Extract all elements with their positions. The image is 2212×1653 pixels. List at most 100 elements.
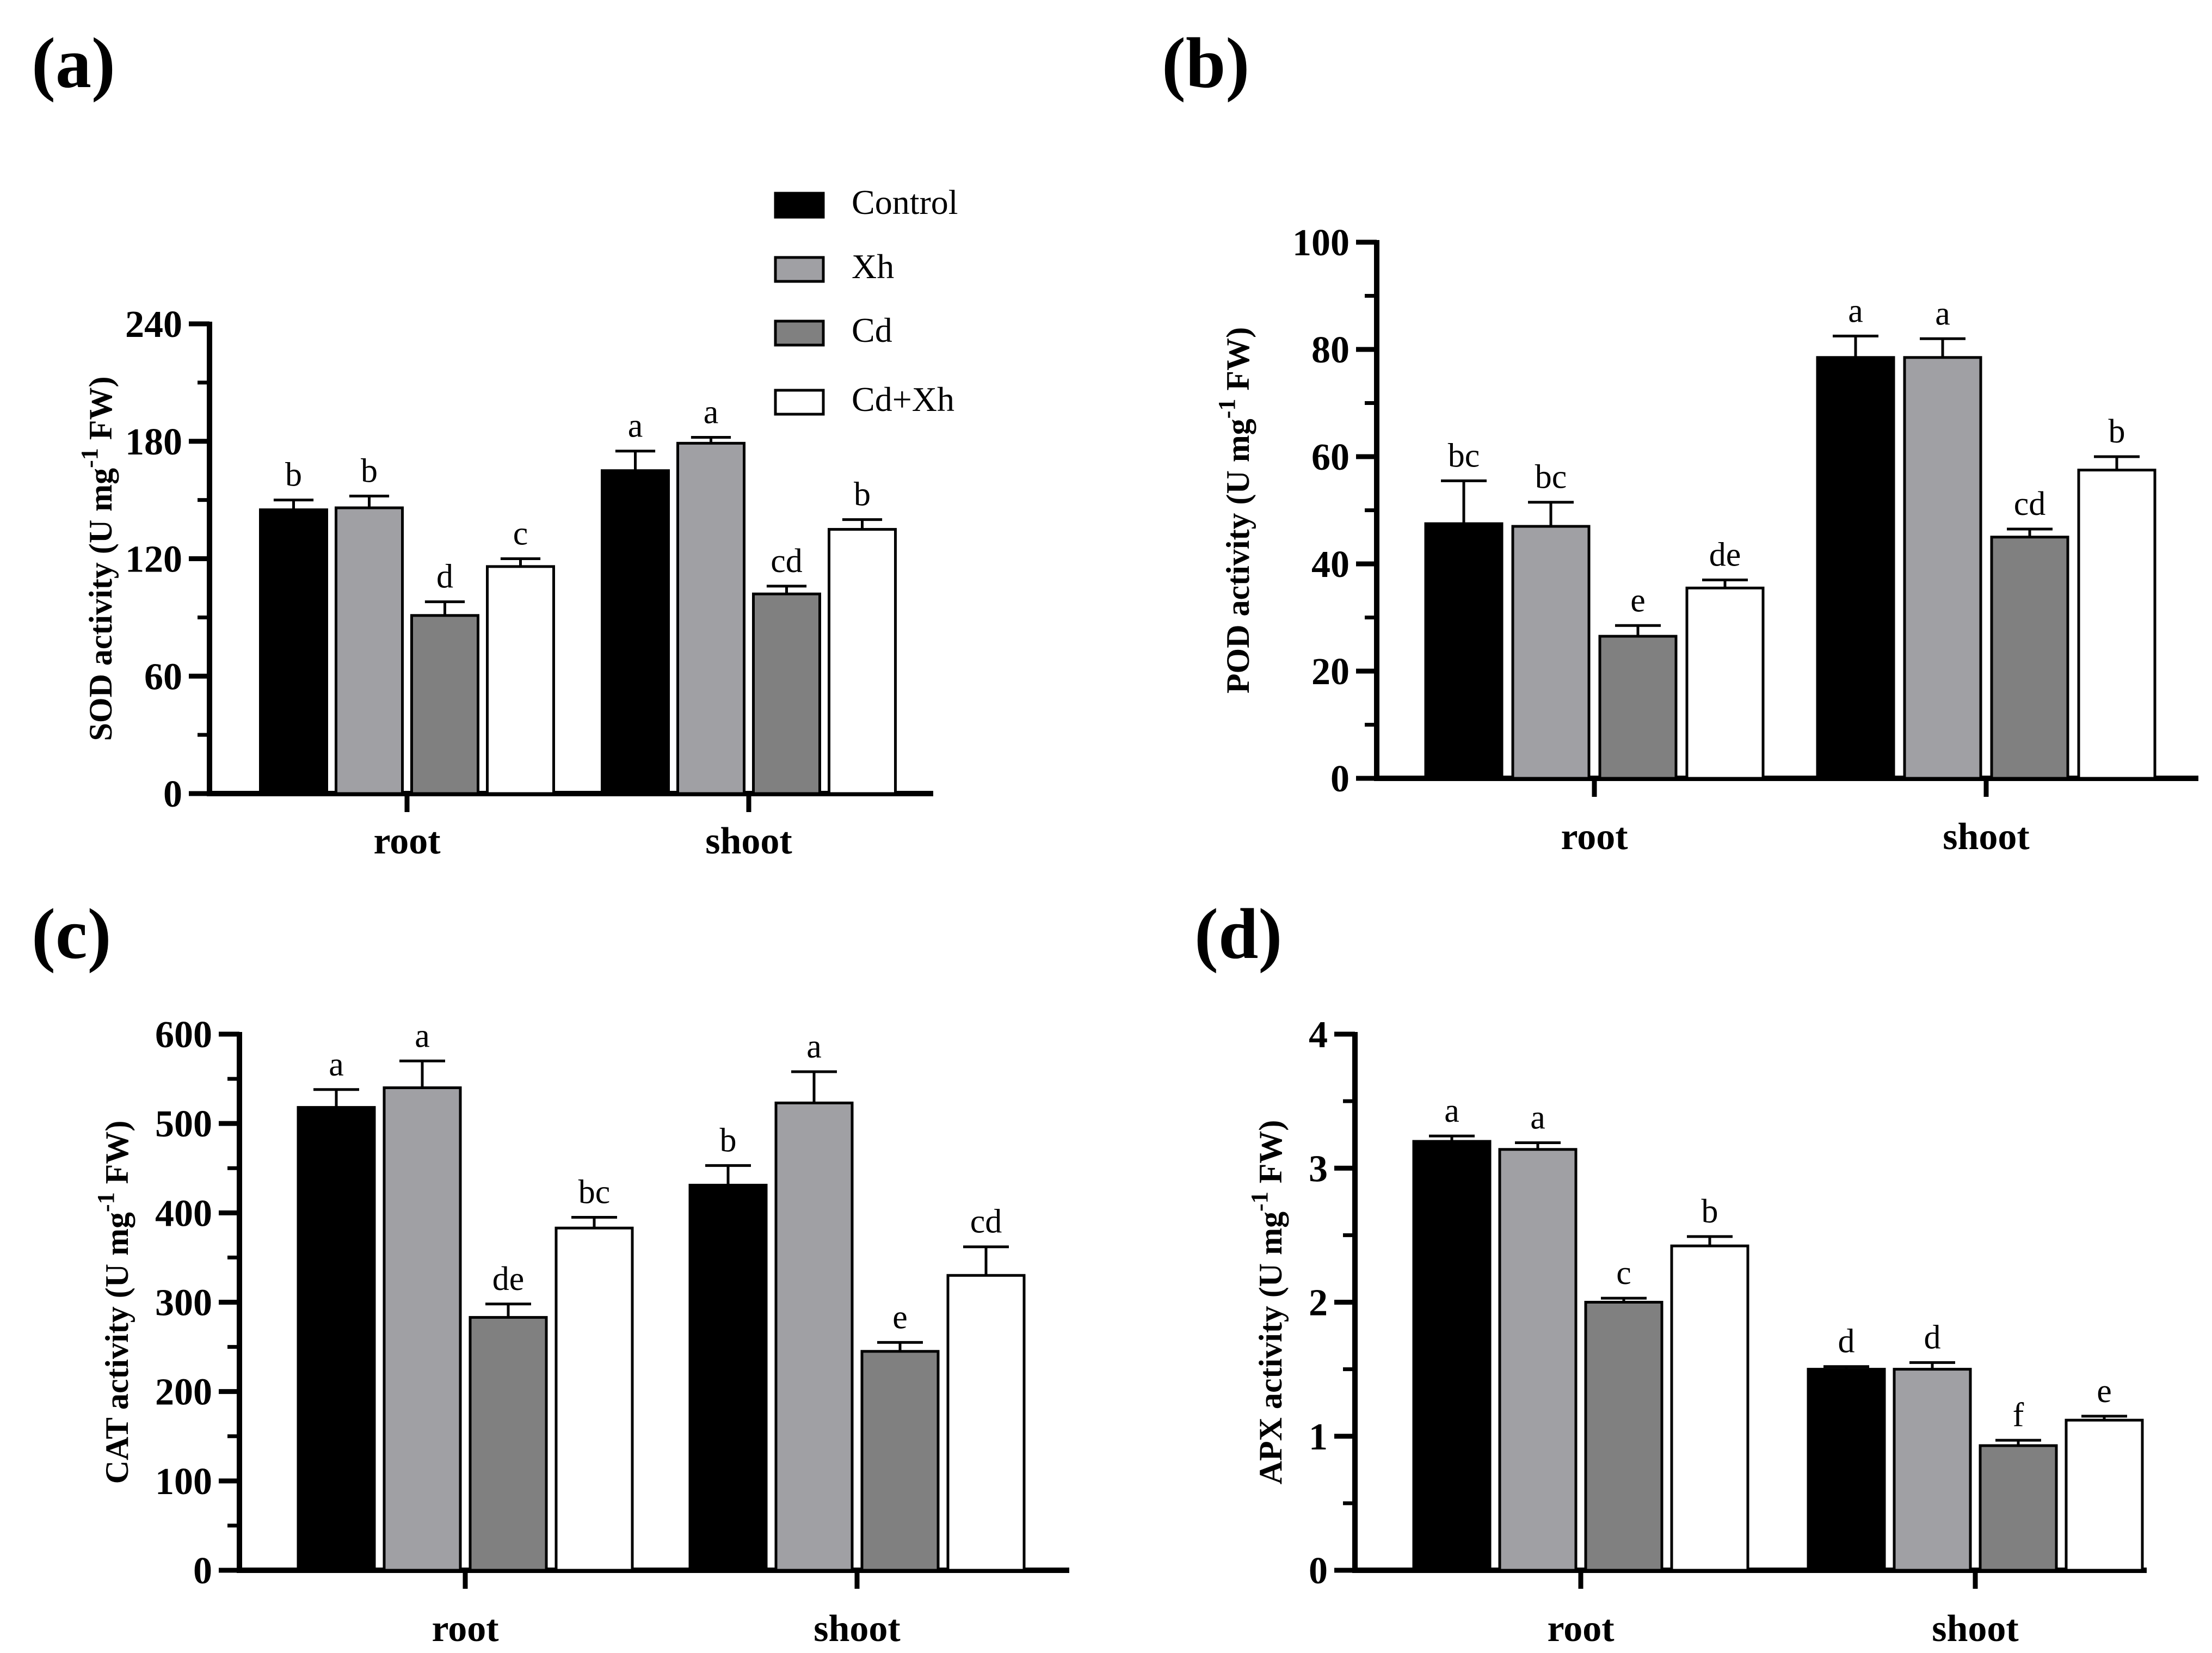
y-tick-label: 2 <box>1309 1282 1328 1324</box>
bar <box>601 469 670 795</box>
y-tick-label: 240 <box>125 304 182 346</box>
significance-label: b <box>1702 1193 1718 1230</box>
y-tick-label: 400 <box>155 1193 212 1234</box>
legend-swatch <box>774 256 825 283</box>
legend-swatch <box>774 192 825 219</box>
y-axis-title-main: CAT activity (U mg <box>99 1212 135 1484</box>
bar <box>1511 525 1591 780</box>
legend-swatch <box>774 319 825 347</box>
y-tick-label: 100 <box>155 1461 212 1503</box>
significance-label: bc <box>1535 459 1567 496</box>
bar <box>554 1226 634 1572</box>
significance-label: a <box>1935 295 1950 332</box>
bar <box>1584 1301 1663 1572</box>
bar <box>410 614 479 795</box>
bar <box>946 1274 1026 1572</box>
bar <box>1816 356 1895 780</box>
significance-label: e <box>892 1299 908 1336</box>
significance-label: f <box>2013 1397 2024 1434</box>
significance-label: b <box>854 476 871 513</box>
significance-label: cd <box>771 543 803 580</box>
panel-label: (d) <box>1194 894 1282 974</box>
significance-label: cd <box>2014 486 2046 523</box>
bar <box>676 441 745 795</box>
y-tick-label: 60 <box>144 656 182 698</box>
y-axis-title-tail: FW) <box>1220 327 1256 399</box>
significance-label: d <box>1924 1319 1941 1356</box>
x-category-label: root <box>373 820 440 862</box>
x-category-label: shoot <box>814 1608 900 1650</box>
y-tick-label: 0 <box>163 773 182 815</box>
panel-label: (a) <box>32 23 115 103</box>
y-tick-label: 1 <box>1309 1416 1328 1458</box>
bar <box>259 508 328 795</box>
y-tick-label: 120 <box>125 539 182 581</box>
legend-label: Cd+Xh <box>852 380 954 419</box>
bar <box>688 1183 768 1572</box>
significance-label: a <box>1530 1099 1545 1136</box>
significance-label: de <box>492 1261 525 1298</box>
bar <box>1979 1444 2058 1572</box>
bar <box>1598 635 1678 780</box>
significance-label: b <box>720 1122 737 1159</box>
bar <box>486 565 555 795</box>
significance-label: bc <box>578 1174 611 1211</box>
y-axis-title: SOD activity (U mg-1 FW) <box>76 377 119 741</box>
x-category-label: shoot <box>705 820 792 862</box>
bar <box>2065 1418 2144 1572</box>
significance-label: d <box>436 558 453 595</box>
legend-label: Control <box>852 183 958 222</box>
significance-label: de <box>1709 537 1741 574</box>
bar <box>774 1101 854 1572</box>
significance-label: c <box>1616 1255 1631 1292</box>
bar <box>1412 1140 1492 1572</box>
bar <box>383 1086 462 1572</box>
bar <box>1990 536 2069 780</box>
y-axis-title: POD activity (U mg-1 FW) <box>1213 327 1256 693</box>
significance-label: cd <box>970 1203 1002 1240</box>
legend-label: Xh <box>852 247 894 286</box>
y-tick-label: 200 <box>155 1372 212 1414</box>
y-tick-label: 300 <box>155 1282 212 1324</box>
bar <box>1807 1368 1886 1572</box>
significance-label: b <box>2109 413 2125 450</box>
y-axis-title-main: SOD activity (U mg <box>83 468 119 741</box>
bar <box>828 528 897 795</box>
panel-b: (b) 0 20 40 60 80 100 POD activity (U mg-1 FW) r… <box>1162 23 2198 858</box>
bar <box>297 1106 376 1572</box>
bar <box>1685 586 1765 780</box>
bar <box>2077 469 2156 780</box>
y-tick-label: 100 <box>1292 222 1350 264</box>
bar <box>1424 522 1504 780</box>
y-tick-label: 80 <box>1311 329 1350 371</box>
x-category-label: root <box>1561 816 1628 858</box>
y-tick-label: 0 <box>1309 1550 1328 1592</box>
bar <box>1670 1244 1749 1572</box>
bar <box>1498 1148 1578 1572</box>
y-tick-label: 600 <box>155 1014 212 1056</box>
significance-label: a <box>329 1046 344 1083</box>
bar <box>1893 1368 1972 1572</box>
panel-label: (c) <box>32 894 112 974</box>
significance-label: e <box>2097 1373 2112 1410</box>
y-axis-title-main: POD activity (U mg <box>1220 419 1256 693</box>
bar <box>469 1316 548 1572</box>
y-axis-title-main: APX activity (U mg <box>1253 1212 1289 1485</box>
legend-swatch <box>774 389 825 416</box>
y-axis-title-superscript: -1 <box>1246 1191 1273 1212</box>
panel-d: (d) 0 1 2 3 4 APX activity (U mg-1 FW) root shoo… <box>1194 894 2147 1650</box>
panel-label: (b) <box>1162 23 1249 103</box>
x-category-label: root <box>432 1608 498 1650</box>
y-axis-title-tail: FW) <box>1253 1120 1289 1192</box>
y-tick-label: 60 <box>1311 437 1350 478</box>
bar <box>1903 356 1982 780</box>
y-tick-label: 40 <box>1311 544 1350 586</box>
significance-label: a <box>415 1017 430 1054</box>
significance-label: a <box>806 1028 822 1065</box>
y-tick-label: 0 <box>1330 758 1350 800</box>
significance-label: b <box>361 452 378 489</box>
significance-label: bc <box>1448 437 1480 474</box>
y-tick-label: 3 <box>1309 1148 1328 1190</box>
legend-label: Cd <box>852 311 892 349</box>
